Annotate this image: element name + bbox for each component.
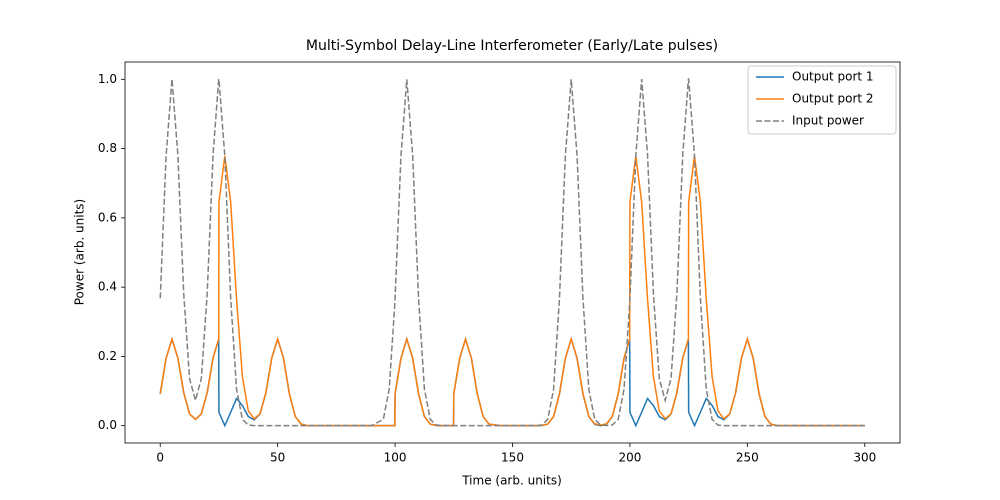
- legend-label: Output port 2: [792, 92, 874, 106]
- x-tick-label: 250: [736, 451, 759, 465]
- x-axis-label: Time (arb. units): [461, 474, 562, 488]
- y-tick-label: 0.6: [98, 210, 117, 224]
- legend: Output port 1 Output port 2 Input power: [747, 65, 897, 135]
- y-tick-label: 0.0: [98, 418, 117, 432]
- chart-title: Multi-Symbol Delay-Line Interferometer (…: [306, 38, 718, 54]
- y-tick-label: 0.2: [98, 349, 117, 363]
- x-tick-label: 100: [384, 451, 407, 465]
- x-tick-label: 200: [618, 451, 641, 465]
- x-tick-label: 300: [853, 451, 876, 465]
- y-tick-label: 0.4: [98, 280, 117, 294]
- plot-area: [159, 77, 865, 428]
- y-tick-label: 1.0: [98, 72, 117, 86]
- x-tick-label: 0: [156, 451, 164, 465]
- series-line: [159, 77, 865, 427]
- legend-box: [747, 65, 897, 135]
- legend-label: Input power: [792, 114, 864, 128]
- x-tick-label: 50: [270, 451, 285, 465]
- y-axis-label: Power (arb. units): [73, 199, 87, 306]
- y-tick-label: 0.8: [98, 141, 117, 155]
- x-tick-label: 150: [501, 451, 524, 465]
- legend-label: Output port 1: [792, 70, 874, 84]
- series-line: [159, 155, 865, 427]
- series-line: [159, 336, 865, 428]
